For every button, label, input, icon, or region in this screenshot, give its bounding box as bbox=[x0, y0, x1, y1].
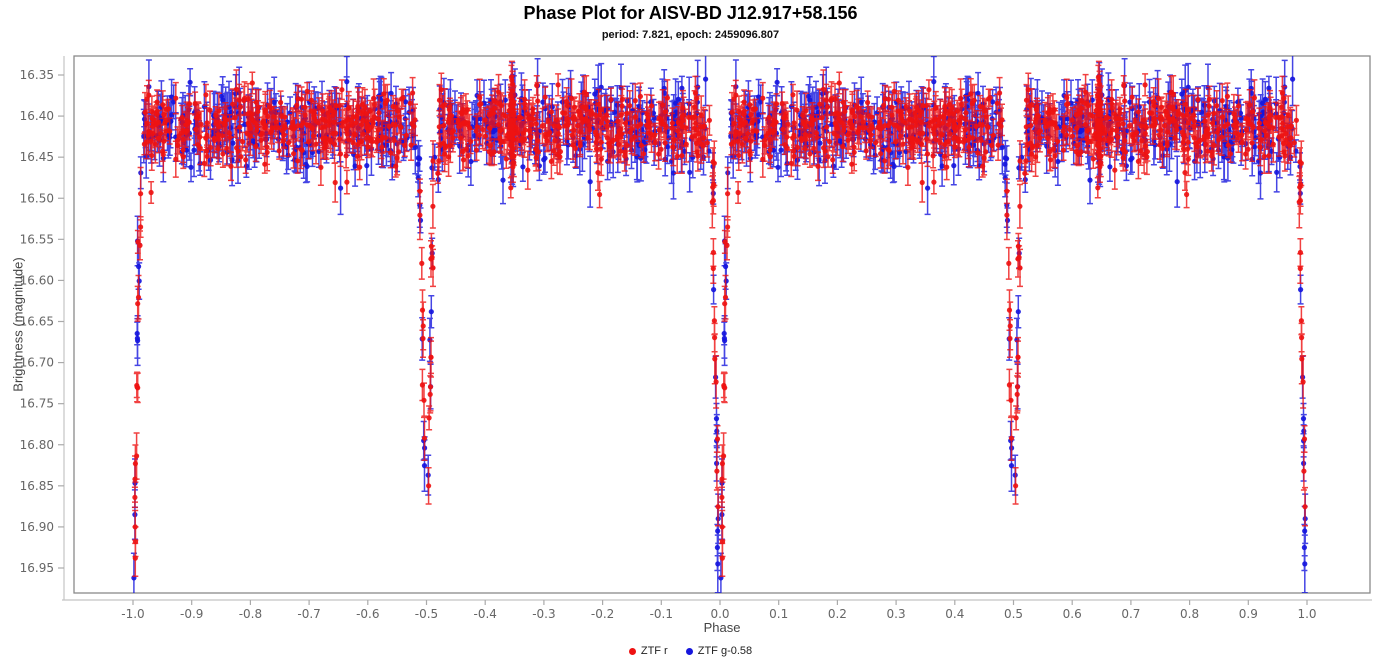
svg-text:16.60: 16.60 bbox=[20, 273, 54, 287]
svg-text:-0.1: -0.1 bbox=[650, 607, 673, 621]
svg-text:16.80: 16.80 bbox=[20, 438, 54, 452]
plot-border bbox=[73, 55, 1371, 594]
svg-text:-0.5: -0.5 bbox=[415, 607, 438, 621]
svg-text:16.75: 16.75 bbox=[20, 397, 54, 411]
svg-text:0.5: 0.5 bbox=[1004, 607, 1023, 621]
legend-item-ztf-r[interactable]: ZTF r bbox=[628, 645, 668, 657]
svg-text:0.3: 0.3 bbox=[887, 607, 906, 621]
svg-text:-0.7: -0.7 bbox=[297, 607, 320, 621]
legend-label-ztf-g: ZTF g-0.58 bbox=[697, 645, 753, 657]
svg-text:16.70: 16.70 bbox=[20, 356, 54, 370]
y-axis: 16.35 16.40 16.45 16.50 16.55 16.60 16.65 16.70… bbox=[20, 56, 65, 600]
svg-text:16.95: 16.95 bbox=[20, 561, 54, 575]
svg-text:0.8: 0.8 bbox=[1180, 607, 1199, 621]
svg-text:0.4: 0.4 bbox=[945, 607, 964, 621]
ztf-r-marker-icon bbox=[628, 647, 636, 655]
ztf-g-marker-icon bbox=[685, 647, 693, 655]
chart-subtitle: period: 7.821, epoch: 2459096.807 bbox=[601, 29, 780, 41]
svg-text:16.85: 16.85 bbox=[20, 479, 54, 493]
svg-text:-0.6: -0.6 bbox=[356, 607, 379, 621]
legend-item-ztf-g[interactable]: ZTF g-0.58 bbox=[685, 645, 753, 657]
svg-text:16.45: 16.45 bbox=[20, 150, 54, 164]
legend: ZTF r ZTF g-0.58 bbox=[0, 645, 1381, 657]
svg-text:-0.3: -0.3 bbox=[532, 607, 555, 621]
svg-text:-0.8: -0.8 bbox=[239, 607, 262, 621]
x-axis: -1.0 -0.9 -0.8 -0.7 -0.6 -0.5 -0.4 -0.3 -0.2 -0.1… bbox=[62, 599, 1372, 621]
svg-text:0.6: 0.6 bbox=[1063, 607, 1082, 621]
svg-text:0.7: 0.7 bbox=[1121, 607, 1140, 621]
svg-text:0.0: 0.0 bbox=[710, 607, 729, 621]
svg-text:16.50: 16.50 bbox=[20, 191, 54, 205]
svg-text:16.90: 16.90 bbox=[20, 520, 54, 534]
svg-text:-0.4: -0.4 bbox=[473, 607, 496, 621]
svg-text:16.35: 16.35 bbox=[20, 68, 54, 82]
svg-text:16.40: 16.40 bbox=[20, 109, 54, 123]
svg-text:0.1: 0.1 bbox=[769, 607, 788, 621]
y-axis-title: Brightness (magnitude) bbox=[10, 257, 26, 392]
legend-label-ztf-r: ZTF r bbox=[640, 645, 668, 657]
svg-text:0.9: 0.9 bbox=[1239, 607, 1258, 621]
chart-title: Phase Plot for AISV-BD J12.917+58.156 bbox=[523, 3, 858, 23]
data-points-layer bbox=[130, 56, 1309, 593]
svg-text:1.0: 1.0 bbox=[1297, 607, 1316, 621]
svg-text:-0.9: -0.9 bbox=[180, 607, 203, 621]
x-axis-title: Phase bbox=[703, 620, 741, 635]
svg-text:-1.0: -1.0 bbox=[121, 607, 144, 621]
series-ztf-r-points bbox=[131, 60, 1308, 577]
svg-text:0.2: 0.2 bbox=[828, 607, 847, 621]
svg-text:16.65: 16.65 bbox=[20, 315, 54, 329]
svg-text:16.55: 16.55 bbox=[20, 232, 54, 246]
svg-text:-0.2: -0.2 bbox=[591, 607, 614, 621]
